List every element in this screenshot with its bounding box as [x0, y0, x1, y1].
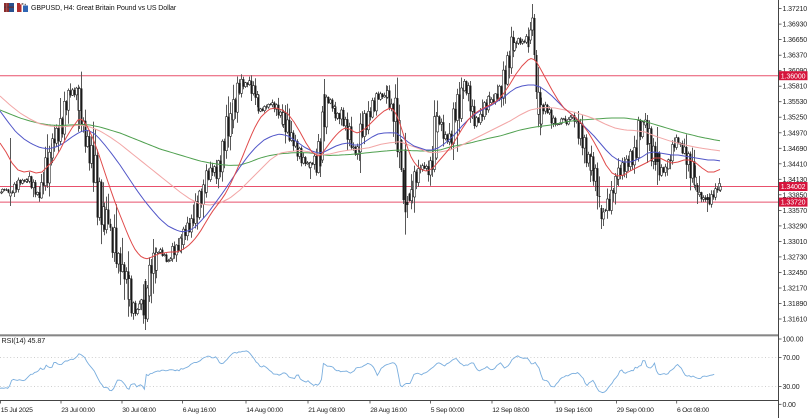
svg-text:30 Jul 08:00: 30 Jul 08:00	[122, 407, 156, 414]
svg-text:1.34410: 1.34410	[783, 161, 808, 168]
svg-text:1.33720: 1.33720	[781, 200, 806, 207]
svg-text:12 Sep 08:00: 12 Sep 08:00	[492, 407, 529, 414]
svg-text:1.35250: 1.35250	[783, 115, 808, 122]
svg-text:21 Aug 08:00: 21 Aug 08:00	[308, 407, 345, 414]
svg-text:1.33290: 1.33290	[783, 223, 808, 230]
svg-text:6 Aug 16:00: 6 Aug 16:00	[183, 407, 217, 414]
svg-text:1.32730: 1.32730	[783, 254, 808, 261]
svg-text:6 Oct 08:00: 6 Oct 08:00	[677, 407, 709, 414]
svg-text:70.00: 70.00	[783, 355, 800, 362]
svg-text:19 Sep 16:00: 19 Sep 16:00	[555, 407, 592, 414]
svg-text:1.35810: 1.35810	[783, 84, 808, 91]
svg-text:1.32170: 1.32170	[783, 286, 808, 293]
svg-text:1.37210: 1.37210	[783, 6, 808, 13]
svg-text:1.31610: 1.31610	[783, 317, 808, 324]
svg-text:29 Sep 00:00: 29 Sep 00:00	[617, 407, 654, 414]
svg-text:RSI(14) 45.87: RSI(14) 45.87	[2, 336, 46, 345]
svg-text:1.36000: 1.36000	[781, 73, 806, 80]
svg-text:1.33850: 1.33850	[783, 192, 808, 199]
svg-text:1.32450: 1.32450	[783, 270, 808, 277]
svg-text:1.33570: 1.33570	[783, 208, 808, 215]
svg-text:30.00: 30.00	[783, 384, 800, 391]
svg-text:1.34002: 1.34002	[781, 184, 806, 191]
svg-text:1.35530: 1.35530	[783, 99, 808, 106]
svg-text:23 Jul 00:00: 23 Jul 00:00	[61, 407, 95, 414]
svg-text:5 Sep 00:00: 5 Sep 00:00	[431, 407, 465, 414]
svg-text:1.36650: 1.36650	[783, 37, 808, 44]
svg-text:1.34690: 1.34690	[783, 146, 808, 153]
svg-text:1.36930: 1.36930	[783, 22, 808, 29]
svg-text:1.36370: 1.36370	[783, 53, 808, 60]
svg-text:1.34130: 1.34130	[783, 177, 808, 184]
svg-text:14 Aug 00:00: 14 Aug 00:00	[246, 407, 283, 414]
svg-text:100.00: 100.00	[783, 337, 804, 344]
svg-text:0.00: 0.00	[783, 402, 796, 409]
svg-text:1.33010: 1.33010	[783, 239, 808, 246]
svg-text:15 Jul 2025: 15 Jul 2025	[1, 407, 33, 414]
svg-text:1.34970: 1.34970	[783, 130, 808, 137]
svg-text:28 Aug 16:00: 28 Aug 16:00	[370, 407, 407, 414]
svg-text:GBPUSD, H4: Great Britain Pou: GBPUSD, H4: Great Britain Pound vs US Do…	[31, 5, 177, 12]
svg-text:1.31890: 1.31890	[783, 301, 808, 308]
